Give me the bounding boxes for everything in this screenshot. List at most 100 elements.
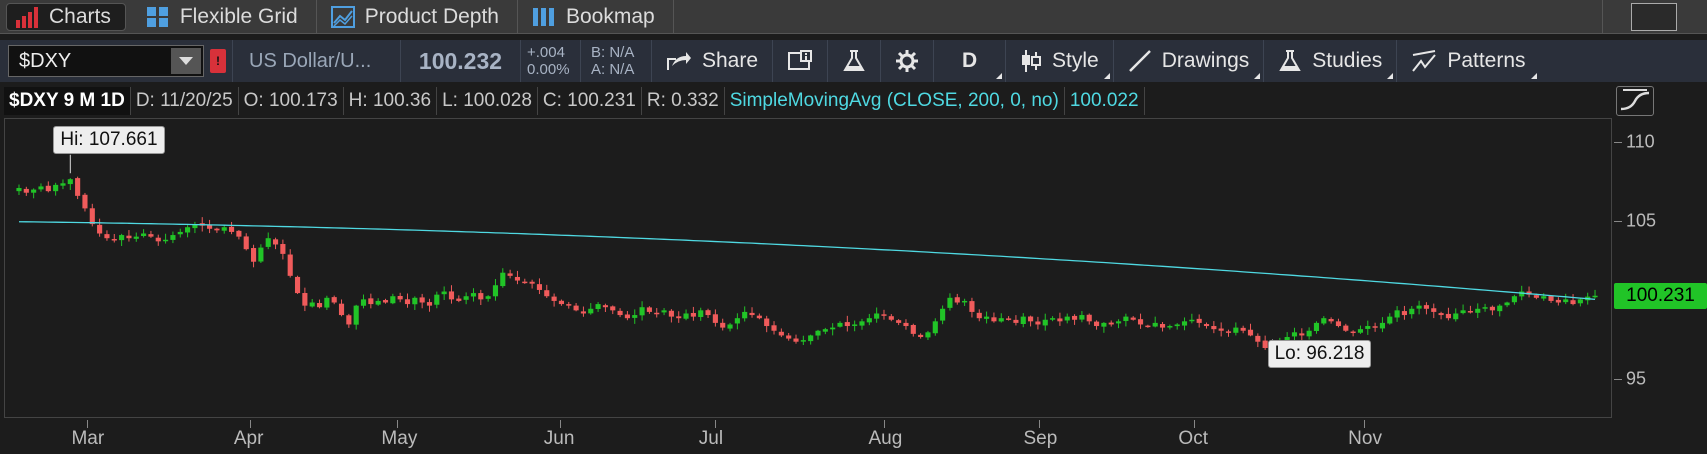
style-label: Style [1052, 49, 1099, 72]
candle-body [580, 311, 586, 314]
candle-body [837, 322, 843, 327]
candle-body [815, 330, 821, 336]
flask-button[interactable] [828, 40, 882, 82]
candle-body [221, 227, 227, 231]
candle-body [1423, 305, 1429, 309]
studies-button[interactable]: Studies [1264, 40, 1398, 82]
study-name[interactable]: SimpleMovingAvg (CLOSE, 200, 0, no) [725, 87, 1065, 115]
candle-body [368, 298, 374, 305]
alert-flag-icon[interactable]: ! [210, 49, 226, 73]
studies-label: Studies [1312, 49, 1383, 72]
candle-body [1284, 337, 1290, 341]
drawings-button[interactable]: Drawings [1114, 40, 1265, 82]
candle-body [448, 291, 455, 300]
share-button[interactable]: Share [652, 40, 774, 82]
chart-info-button[interactable] [773, 40, 829, 82]
candle-body [1321, 318, 1327, 324]
candle-body [324, 297, 330, 308]
candle-body [712, 314, 718, 323]
candle-body [742, 311, 748, 319]
candle-body [830, 327, 836, 330]
candle-body [661, 310, 667, 313]
candle-body [1123, 316, 1129, 322]
candle-body [67, 179, 73, 185]
price-axis[interactable]: 110 105 95 [1614, 118, 1707, 418]
symbol-description: US Dollar/U... [232, 40, 400, 82]
candle-body [690, 312, 696, 317]
trend-icon [1620, 89, 1650, 111]
settings-button[interactable] [881, 40, 935, 82]
candle-body [683, 313, 689, 319]
tab-charts[interactable]: Charts [6, 2, 126, 31]
candle-body [1592, 295, 1598, 298]
candle-body [720, 322, 726, 328]
bar-chart-icon [15, 6, 39, 28]
candle-body [316, 303, 323, 308]
share-icon [667, 52, 691, 70]
grid-icon [146, 6, 170, 28]
candle-body [133, 236, 139, 239]
period-dropdown-indicator [996, 73, 1003, 79]
candle-body [947, 297, 953, 308]
candle-body [1445, 313, 1451, 319]
candle-body [962, 300, 968, 303]
candle-body [1006, 318, 1012, 320]
time-axis-label: Jul [698, 428, 724, 449]
candle-body [544, 290, 550, 297]
window-maximize-button[interactable] [1631, 2, 1677, 31]
time-axis[interactable]: Mar Apr May Jun Jul Aug Sep Oct Nov [4, 420, 1612, 454]
period-button[interactable]: D [934, 40, 1007, 82]
patterns-button[interactable]: Patterns [1397, 40, 1539, 82]
time-axis-tick [249, 420, 251, 428]
tab-flexible-grid[interactable]: Flexible Grid [132, 0, 317, 34]
candle-body [1482, 307, 1488, 309]
candle-body [1020, 316, 1026, 325]
candle-body [338, 303, 345, 316]
price-axis-label: 95 [1626, 368, 1647, 389]
candle-body [1291, 332, 1298, 337]
candle-body [1504, 302, 1510, 306]
candle-body [1533, 295, 1539, 298]
candle-body [1108, 322, 1114, 325]
candle-body [793, 338, 799, 342]
candle-body [353, 305, 359, 325]
chart-sidebar-toggle[interactable] [1616, 86, 1654, 116]
candle-body [954, 297, 960, 303]
candle-body [1189, 319, 1195, 322]
candle-body [536, 284, 543, 290]
tab-bookmap[interactable]: Bookmap [518, 0, 674, 34]
candle-body [771, 325, 777, 331]
candle-body [16, 188, 22, 192]
candle-body [558, 300, 565, 305]
gear-icon [896, 50, 919, 72]
symbol-dropdown-button[interactable] [171, 48, 201, 74]
candle-body [1409, 308, 1415, 315]
candle-body [764, 318, 770, 327]
candle-body [1079, 315, 1085, 320]
candle-body [294, 276, 301, 294]
candle-body [1387, 316, 1393, 324]
candle-body [749, 312, 755, 316]
bid-ask-block: B: N/A A: N/A [580, 40, 652, 82]
candle-body [896, 320, 902, 323]
candle-body [1401, 311, 1408, 316]
candle-body [97, 224, 103, 234]
bookmap-icon [532, 6, 556, 28]
time-axis-label: Oct [1178, 428, 1208, 449]
style-button[interactable]: Style [1006, 40, 1114, 82]
candle-body [500, 272, 506, 287]
time-axis-tick [1364, 420, 1366, 428]
time-axis-label: May [381, 428, 418, 449]
tab-product-depth[interactable]: Product Depth [317, 0, 518, 34]
candle-body [1570, 300, 1576, 305]
candle-body [1247, 329, 1254, 336]
chart-title[interactable]: $DXY 9 M 1D [4, 87, 131, 115]
candle-body [265, 238, 271, 247]
candle-body [1225, 331, 1232, 333]
low-marker-label: Lo: 96.218 [1267, 340, 1372, 368]
symbol-input[interactable]: $DXY [8, 45, 204, 77]
price-chart[interactable] [4, 118, 1612, 418]
candle-body [976, 312, 982, 319]
candle-body [236, 230, 242, 237]
candle-body [1350, 331, 1356, 334]
